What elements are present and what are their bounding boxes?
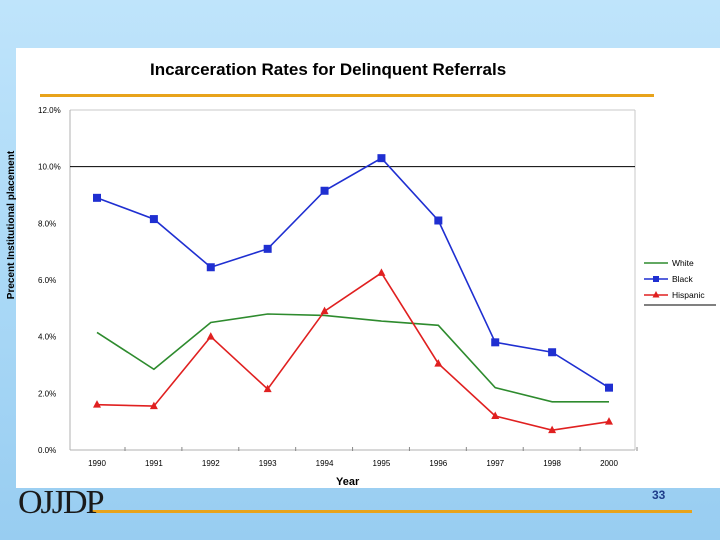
chart-title: Incarceration Rates for Delinquent Refer… <box>150 60 507 79</box>
page-number: 33 <box>652 488 666 502</box>
data-point-black <box>263 244 272 253</box>
chart-legend: White Black Hispanic <box>644 258 716 306</box>
x-tick-label: 1991 <box>145 459 163 468</box>
y-tick-label: 12.0% <box>38 106 61 115</box>
x-tick-label: 1993 <box>259 459 277 468</box>
ojjdp-logo: OJJDP <box>18 484 104 521</box>
x-tick-label: 1997 <box>486 459 504 468</box>
legend-label-white: White <box>672 258 694 268</box>
x-tick-label: 1990 <box>88 459 106 468</box>
data-point-black <box>320 186 329 195</box>
data-point-hispanic <box>263 384 272 393</box>
data-point-hispanic <box>377 268 386 276</box>
x-tick-label: 1996 <box>429 459 447 468</box>
y-tick-label: 2.0% <box>38 389 56 398</box>
data-point-hispanic <box>320 306 329 315</box>
data-point-black <box>377 154 386 163</box>
x-tick-label: 1995 <box>373 459 391 468</box>
series-line-hispanic <box>96 271 610 431</box>
chart-panel <box>16 48 720 488</box>
x-tick-label: 1992 <box>202 459 220 468</box>
data-point-hispanic <box>206 332 215 340</box>
data-point-black <box>605 383 613 392</box>
x-axis-label: Year <box>336 476 360 488</box>
x-tick-label: 1998 <box>543 459 561 468</box>
data-point-black <box>93 193 101 202</box>
chart-axes: 0.0% 2.0% 4.0% 6.0% 8.0% 10.0% 12.0% 1990 1991 19… <box>38 106 638 468</box>
legend-marker-black <box>653 276 659 282</box>
data-point-hispanic <box>548 425 557 434</box>
series-lines <box>93 154 613 434</box>
x-tick-label: 2000 <box>600 459 618 468</box>
data-point-black <box>206 263 215 272</box>
data-point-hispanic <box>93 400 101 408</box>
y-tick-label: 4.0% <box>38 333 56 342</box>
data-point-black <box>548 348 557 357</box>
series-line-white <box>96 313 609 403</box>
bottom-accent-rule <box>92 510 692 513</box>
y-tick-label: 10.0% <box>38 163 61 172</box>
data-point-hispanic <box>434 359 443 367</box>
data-point-hispanic <box>491 411 500 419</box>
data-point-black <box>149 215 158 224</box>
data-point-black <box>434 216 443 225</box>
top-accent-rule <box>40 94 654 97</box>
series-line-black <box>96 157 610 389</box>
legend-marker-hispanic <box>652 291 660 298</box>
y-tick-label: 8.0% <box>38 219 56 228</box>
data-point-hispanic <box>605 417 613 425</box>
y-tick-label: 0.0% <box>38 446 56 455</box>
data-point-hispanic <box>149 401 158 410</box>
x-tick-label: 1994 <box>316 459 334 468</box>
legend-label-hispanic: Hispanic <box>672 290 705 300</box>
y-tick-label: 6.0% <box>38 276 56 285</box>
data-point-black <box>491 338 500 347</box>
legend-label-black: Black <box>672 274 694 284</box>
